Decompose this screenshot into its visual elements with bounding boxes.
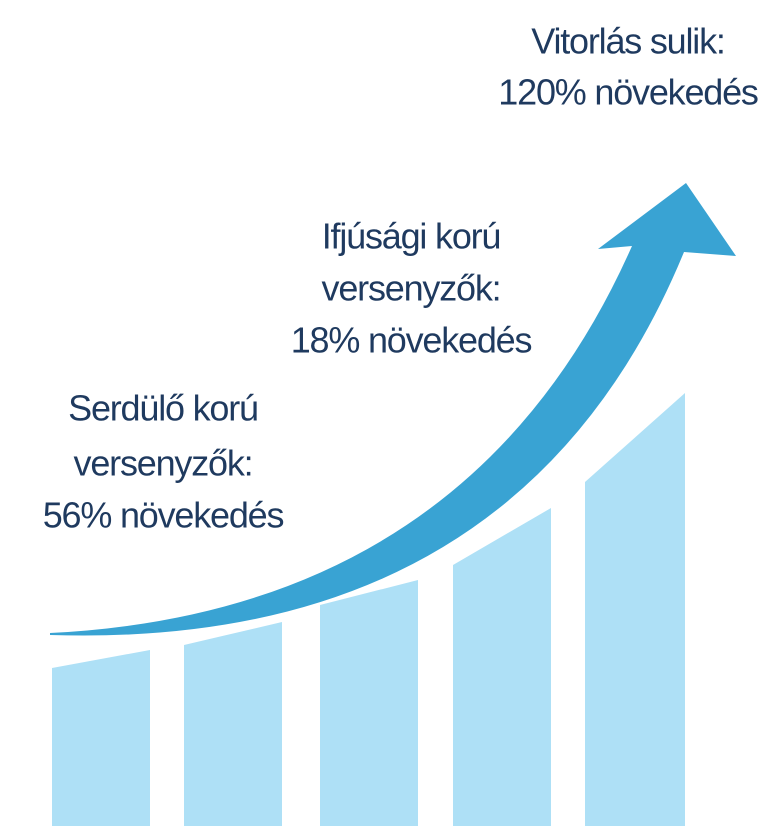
label-ifjusagi: Ifjúsági korú versenyzők: 18% növekedés bbox=[291, 216, 533, 361]
growth-arrow bbox=[50, 183, 736, 636]
label-line: 120% növekedés bbox=[498, 72, 758, 113]
label-line: 56% növekedés bbox=[43, 495, 284, 536]
label-line: Vitorlás sulik: bbox=[531, 21, 724, 62]
bar bbox=[453, 508, 551, 826]
label-line: versenyzők: bbox=[322, 268, 501, 309]
bar bbox=[52, 650, 150, 826]
label-line: 18% növekedés bbox=[291, 320, 532, 361]
label-vitorlas: Vitorlás sulik: 120% növekedés bbox=[498, 21, 759, 113]
bar bbox=[320, 580, 418, 826]
label-line: versenyzők: bbox=[74, 443, 253, 484]
bars bbox=[52, 393, 685, 826]
label-serdulo: Serdülő korú versenyzők: 56% növekedés bbox=[43, 388, 285, 536]
bar bbox=[184, 622, 282, 826]
label-line: Serdülő korú bbox=[68, 388, 258, 429]
label-line: Ifjúsági korú bbox=[322, 216, 501, 257]
bar bbox=[585, 393, 685, 826]
